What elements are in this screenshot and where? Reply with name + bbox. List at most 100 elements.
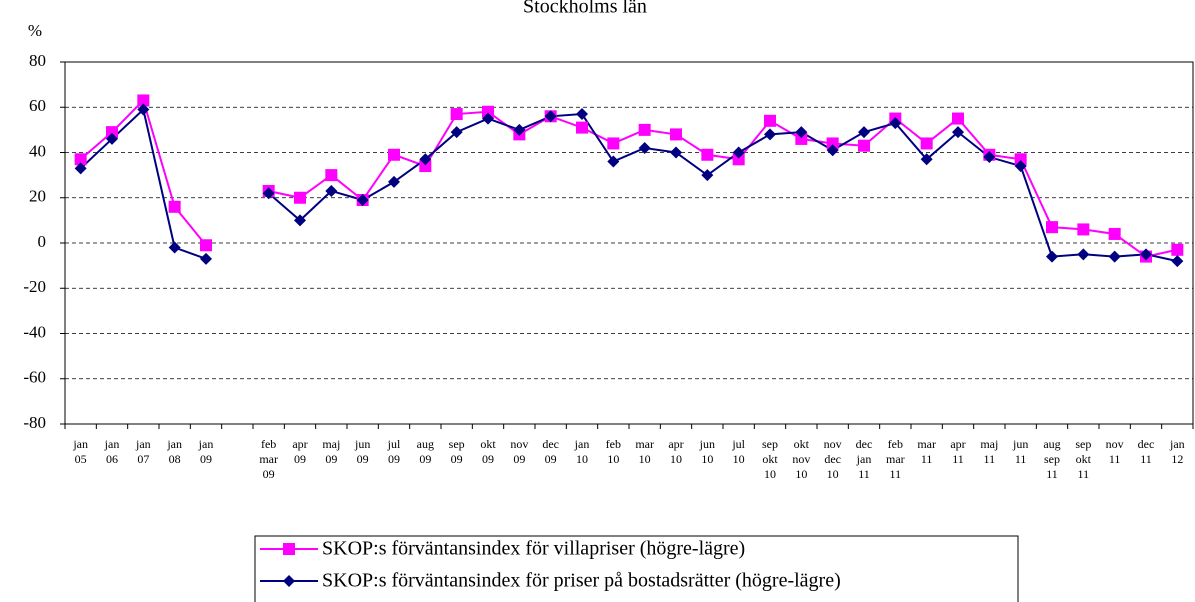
x-tick-label: okt 09 — [480, 437, 496, 466]
x-tick-label: feb 10 — [605, 437, 621, 466]
marker — [701, 169, 714, 182]
marker — [106, 132, 118, 145]
x-tick-label: apr 09 — [292, 437, 308, 466]
y-tick-label: 40 — [29, 141, 46, 160]
x-tick-label: dec jan 11 — [855, 437, 873, 481]
marker — [670, 128, 682, 141]
marker — [795, 132, 808, 145]
y-tick-label: -20 — [23, 277, 46, 296]
marker — [983, 151, 996, 164]
marker — [356, 194, 369, 207]
x-tick-label: feb mar 11 — [886, 437, 905, 481]
y-tick-label: 80 — [29, 51, 46, 70]
y-tick-label: -60 — [23, 368, 46, 387]
marker — [638, 123, 651, 136]
x-tick-label: dec 09 — [542, 437, 559, 466]
x-tick-label: sep 09 — [448, 437, 465, 466]
legend-marker — [283, 575, 295, 587]
marker — [544, 110, 557, 123]
x-tick-label: mar 10 — [635, 437, 654, 466]
x-tick-label: jan 07 — [135, 437, 151, 466]
marker — [1140, 248, 1152, 261]
y-tick-label: -80 — [23, 413, 46, 432]
marker — [262, 187, 275, 200]
marker — [200, 252, 212, 265]
x-tick-label: maj 11 — [980, 437, 999, 466]
marker — [1077, 223, 1090, 236]
marker — [1014, 153, 1027, 166]
marker — [858, 139, 870, 152]
marker — [450, 126, 463, 139]
marker — [920, 137, 933, 150]
marker — [419, 153, 432, 166]
marker — [1046, 250, 1058, 263]
x-tick-label: nov dec 10 — [823, 437, 842, 481]
x-tick-label: jul 09 — [387, 437, 401, 466]
legend-label: SKOP:s förväntansindex för villapriser (… — [322, 538, 745, 560]
y-tick-label: 60 — [29, 96, 46, 115]
x-tick-label: aug 09 — [416, 437, 434, 466]
x-tick-label: jun 09 — [354, 437, 371, 466]
x-tick-label: sep okt 11 — [1075, 437, 1092, 481]
marker — [920, 153, 933, 166]
marker — [294, 214, 306, 227]
marker — [74, 162, 87, 175]
marker — [325, 169, 338, 182]
x-tick-label: apr 11 — [950, 437, 966, 466]
marker — [826, 137, 839, 150]
marker — [1108, 227, 1121, 240]
y-tick-label: -40 — [23, 322, 46, 341]
marker — [325, 184, 338, 197]
marker — [388, 175, 400, 188]
marker — [388, 148, 400, 161]
marker — [764, 128, 776, 141]
marker — [701, 148, 714, 161]
marker — [168, 200, 181, 213]
marker — [482, 112, 494, 125]
x-tick-label: jan 12 — [1169, 437, 1185, 466]
x-tick-label: nov 11 — [1105, 437, 1124, 466]
y-tick-label: 0 — [38, 232, 47, 251]
marker — [607, 155, 620, 168]
x-tick-label: jun 11 — [1012, 437, 1029, 466]
x-tick-label: jul 10 — [732, 437, 745, 466]
x-tick-label: feb mar 09 — [259, 437, 278, 481]
x-tick-label: dec 11 — [1137, 437, 1155, 466]
x-tick-label: jun 10 — [699, 437, 715, 466]
marker — [952, 126, 964, 139]
marker — [1171, 243, 1184, 256]
marker — [294, 191, 306, 204]
x-tick-label: jan 08 — [167, 437, 182, 466]
marker — [1171, 255, 1184, 268]
marker — [106, 126, 118, 139]
marker — [826, 144, 839, 157]
marker — [482, 105, 494, 118]
marker — [168, 241, 181, 254]
chart-title: Stockholms län — [523, 0, 647, 18]
marker — [1077, 248, 1090, 261]
x-tick-label: apr 10 — [668, 437, 684, 466]
x-tick-label: mar 11 — [917, 437, 936, 466]
y-axis-label: % — [28, 21, 42, 40]
marker — [952, 112, 964, 125]
marker — [764, 114, 776, 127]
x-tick-label: okt nov 10 — [792, 437, 811, 481]
x-tick-label: jan 10 — [574, 437, 590, 466]
marker — [137, 94, 150, 107]
marker — [137, 103, 150, 116]
legend-marker — [283, 543, 295, 555]
marker — [889, 117, 902, 130]
x-tick-label: jan 05 — [73, 437, 88, 466]
legend-label: SKOP:s förväntansindex för priser på bos… — [322, 570, 841, 592]
marker — [200, 239, 212, 252]
marker — [670, 146, 682, 159]
marker — [1108, 250, 1121, 263]
marker — [576, 108, 588, 121]
x-tick-label: jan 09 — [198, 437, 214, 466]
x-tick-label: maj 09 — [322, 437, 341, 466]
x-tick-label: nov 09 — [510, 437, 529, 466]
x-tick-label: sep okt 10 — [762, 437, 778, 481]
series-line — [79, 107, 1178, 263]
marker — [74, 153, 87, 166]
